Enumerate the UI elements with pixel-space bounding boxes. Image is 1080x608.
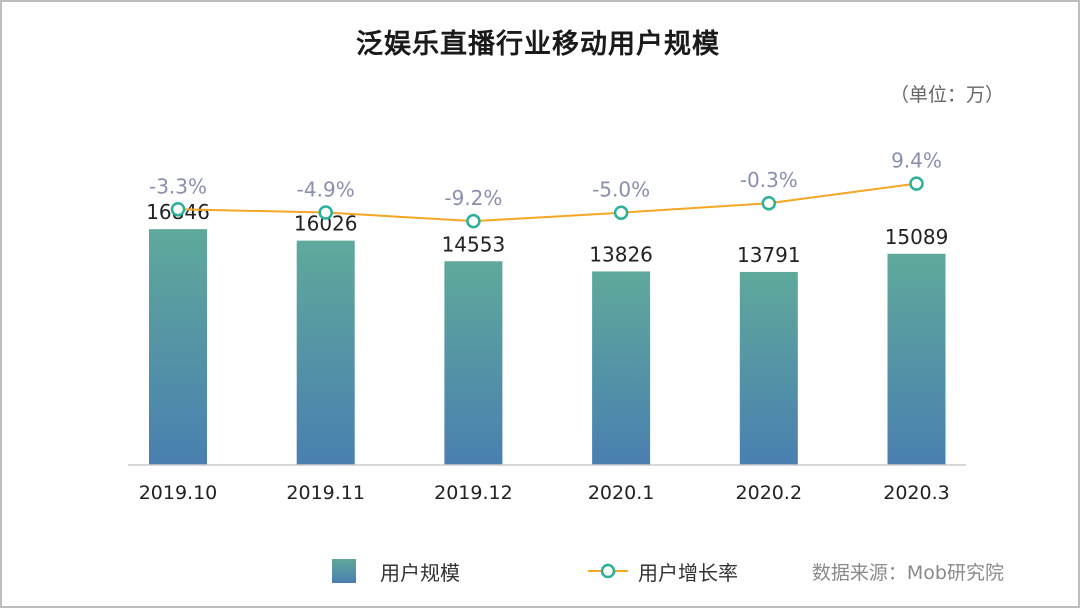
growth-rate-label: -9.2% (444, 186, 502, 210)
bar-2020.1 (592, 271, 651, 465)
unit-note: （单位：万） (889, 84, 1004, 106)
legend-swatch-bars (332, 559, 356, 583)
x-tick-label: 2019.11 (286, 482, 365, 504)
bar-value-label: 13791 (737, 243, 801, 267)
growth-rate-point (318, 205, 333, 220)
growth-rate-label: -4.9% (297, 177, 355, 201)
bar-2020.3 (887, 253, 946, 465)
growth-rate-label: -3.3% (149, 174, 207, 198)
x-tick-label: 2019.10 (139, 482, 218, 504)
growth-rate-point (613, 205, 629, 220)
legend-label-bars: 用户规模 (380, 561, 460, 585)
bars-layer: 168461602614553138261379115089 (146, 200, 948, 465)
bar-value-label: 14553 (442, 232, 506, 256)
bar-value-label: 13826 (589, 242, 653, 266)
growth-line-layer: -3.3% -4.9% -9.2% -5.0% -0.3% 9.4% (149, 149, 942, 229)
growth-rate-point (170, 202, 186, 217)
growth-rate-label: 9.4% (891, 149, 942, 173)
bar-2020.2 (739, 271, 798, 465)
bar-2019.11 (296, 240, 355, 465)
chart-title: 泛娱乐直播行业移动用户规模 (356, 29, 720, 60)
legend-label-line: 用户增长率 (638, 561, 738, 585)
growth-rate-label: -5.0% (592, 178, 650, 202)
growth-rate-point (909, 176, 924, 191)
x-tick-labels: 2019.10 2019.11 2019.12 2020.1 2020.2 2020.3 (139, 482, 950, 504)
x-tick-label: 2019.12 (434, 482, 513, 504)
bar-value-label: 15089 (885, 225, 949, 249)
bar-2019.12 (444, 261, 503, 465)
legend-swatch-marker (600, 563, 616, 579)
growth-rate-point (466, 213, 481, 229)
data-source: 数据来源：Mob研究院 (811, 562, 1004, 584)
x-tick-label: 2020.1 (588, 482, 654, 504)
x-tick-label: 2020.3 (883, 482, 949, 504)
growth-rate-label: -0.3% (740, 168, 798, 192)
bar-2019.10 (149, 229, 207, 465)
growth-rate-line (177, 182, 917, 223)
x-tick-label: 2020.2 (736, 482, 802, 504)
growth-rate-point (761, 195, 777, 211)
legend: 用户规模 用户增长率 (332, 559, 738, 585)
